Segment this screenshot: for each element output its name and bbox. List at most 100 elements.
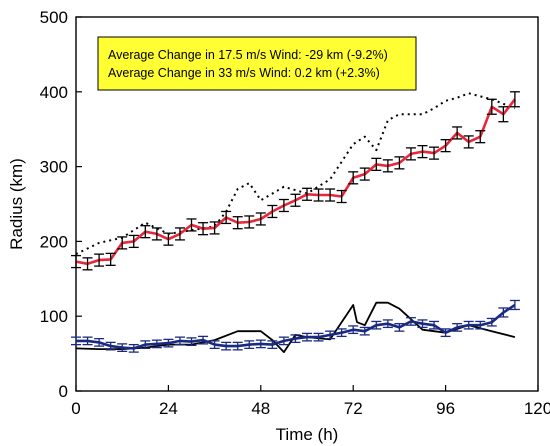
x-tick-label: 0: [71, 399, 80, 418]
blue-series-error-bar: [475, 320, 486, 330]
dotted-series: [75, 92, 516, 255]
red-series-error-bar: [82, 257, 93, 271]
red-series-error-bar: [221, 210, 232, 225]
red-series-error-bar: [463, 135, 474, 149]
red-series-error-bar: [325, 188, 336, 202]
blue-series-error-bar: [105, 341, 116, 351]
blue-series-error-bar: [486, 317, 497, 327]
red-series-error-bar: [509, 91, 520, 108]
red-series-error-bar: [267, 204, 278, 219]
red-series-error-bar: [209, 221, 220, 235]
y-tick-label: 500: [40, 8, 68, 27]
blue-series-error-bar: [498, 307, 509, 318]
red-series-error-bar: [278, 198, 289, 213]
red-series-error-bar: [244, 215, 255, 229]
blue-series-error-bar: [128, 343, 139, 353]
annotation-box: Average Change in 17.5 m/s Wind: -29 km …: [97, 36, 417, 91]
blue-series-error-bar: [509, 299, 520, 311]
annotation-background: [97, 36, 417, 91]
blue-series-error-bar: [394, 323, 405, 332]
blue-series-error-bar: [151, 339, 162, 349]
red-series-error-bar: [94, 253, 105, 267]
blue-series-error-bar: [71, 336, 81, 346]
series-layer: [71, 91, 520, 354]
annotation-line-2: Average Change in 33 m/s Wind: 0.2 km (+…: [108, 66, 380, 80]
blue-series-error-bar: [336, 328, 347, 338]
blue-series-error-bar: [290, 334, 301, 344]
blue-series-error-bar: [117, 343, 128, 353]
blue-series-error-bar: [209, 340, 220, 350]
blue-series-error-bar: [348, 325, 359, 335]
blue-series-error-bar: [429, 320, 440, 330]
y-tick-label: 300: [40, 158, 68, 177]
blue-series-error-bar: [255, 339, 266, 349]
blue-series-error-bar: [163, 338, 174, 348]
y-tick-label: 100: [40, 307, 68, 326]
plot-frame: [75, 16, 539, 392]
blue-series-error-bar: [221, 341, 232, 351]
red-series-error-bar: [417, 145, 428, 159]
x-tick-label: 120: [524, 399, 550, 418]
blue-series-error-bar: [452, 323, 463, 332]
blue-series-error-bar: [313, 332, 324, 342]
red-series-error-bar: [163, 232, 174, 246]
red-series: [71, 91, 520, 271]
blue-series-error-bar: [198, 335, 209, 345]
annotation-line-1: Average Change in 17.5 m/s Wind: -29 km …: [108, 48, 388, 62]
red-series-error-bar: [440, 139, 451, 153]
blue-series-error-bar: [371, 320, 382, 330]
blue-series-error-bar: [325, 330, 336, 340]
red-series-error-bar: [128, 234, 139, 249]
plot-area: 0 24 48 72 96 120 0 100 200 300 400 500: [40, 8, 550, 418]
red-series-error-bar: [348, 171, 359, 185]
blue-series-error-bar: [244, 340, 255, 350]
red-series-error-bar: [429, 146, 440, 160]
blue-series-error-bar: [140, 340, 151, 350]
ticks-layer: 0 24 48 72 96 120 0 100 200 300 400 500: [40, 8, 550, 418]
blue-series-error-bar: [463, 320, 474, 330]
blue-series-error-bar: [382, 319, 393, 329]
blue-series: [71, 299, 520, 353]
x-tick-label: 96: [436, 399, 455, 418]
x-axis-title: Time (h): [276, 425, 339, 444]
blue-series-error-bar: [94, 337, 105, 347]
y-tick-label: 200: [40, 232, 68, 251]
red-series-error-bar: [117, 236, 128, 250]
red-series-error-bar: [382, 159, 393, 173]
blue-series-error-bar: [174, 336, 185, 346]
red-series-error-bar: [302, 187, 312, 201]
blue-series-error-bar: [82, 336, 93, 346]
red-series-error-bar: [140, 225, 151, 239]
red-series-error-bar: [475, 130, 486, 144]
red-series-error-bar: [394, 156, 405, 170]
x-tick-label: 24: [159, 399, 178, 418]
blue-series-error-bar: [302, 332, 312, 342]
blue-series-error-bar: [417, 319, 428, 329]
blue-series-error-bar: [440, 328, 451, 338]
red-series-error-bar: [371, 157, 382, 171]
red-series-error-bar: [359, 167, 370, 181]
red-series-error-bar: [290, 193, 301, 207]
red-series-error-bar: [452, 126, 463, 140]
red-series-error-bar: [105, 252, 116, 266]
red-series-error-bar: [186, 218, 197, 232]
blue-series-error-bar: [278, 336, 289, 346]
blue-series-error-bar: [186, 337, 197, 347]
red-series-error-bar: [151, 227, 162, 241]
x-tick-label: 48: [251, 399, 270, 418]
red-series-line: [75, 98, 516, 266]
blue-series-error-bar: [405, 317, 416, 326]
red-series-error-bar: [405, 147, 416, 161]
blue-series-error-bar: [267, 340, 278, 350]
red-series-error-bar: [255, 212, 266, 226]
red-series-error-bar: [198, 222, 209, 236]
y-axis-title: Radius (km): [7, 158, 26, 250]
y-tick-label: 400: [40, 83, 68, 102]
blue-series-error-bar: [359, 326, 370, 336]
red-series-error-bar: [71, 254, 81, 269]
y-tick-label: 0: [59, 382, 68, 401]
red-series-error-bar: [486, 98, 497, 115]
blue-series-error-bar: [232, 341, 243, 351]
red-series-error-bar: [498, 106, 509, 123]
